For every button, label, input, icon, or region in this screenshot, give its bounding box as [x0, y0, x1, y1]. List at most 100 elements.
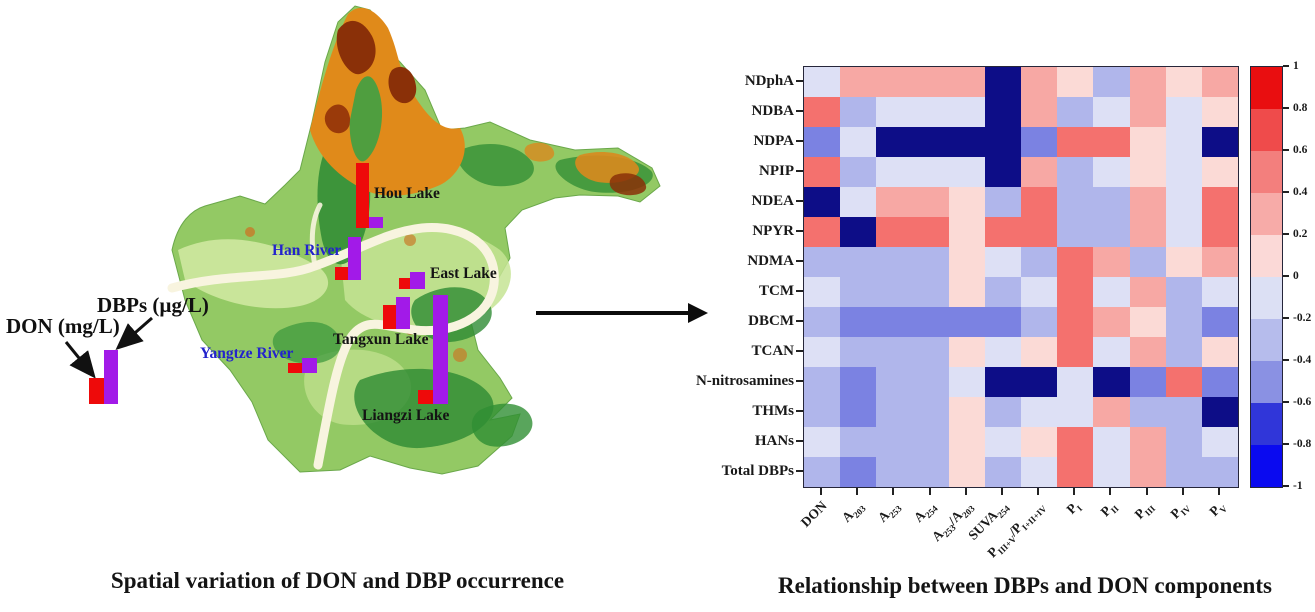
heatmap-cell: [876, 127, 913, 157]
heatmap-cell: [984, 217, 1021, 247]
heatmap-cell: [1057, 97, 1094, 127]
heatmap-cell: [1057, 397, 1094, 427]
heatmap-cell: [840, 157, 877, 187]
colorbar-segment: [1251, 109, 1282, 151]
heatmap-cell: [1201, 427, 1238, 457]
axis-tick: [796, 260, 803, 262]
don-bar: [383, 305, 396, 329]
dbp-bar: [369, 217, 383, 228]
colorbar-tick: [1283, 275, 1289, 277]
legend-don-bar: [89, 378, 104, 404]
heatmap-cell: [804, 157, 841, 187]
heatmap-cell: [840, 127, 877, 157]
colorbar-tick-label: -0.6: [1293, 396, 1312, 408]
heatmap-cell: [876, 427, 913, 457]
heatmap-column-label: PIII: [1131, 503, 1158, 522]
heatmap-cell: [1165, 217, 1202, 247]
heatmap-cell: [1021, 157, 1058, 187]
heatmap-cell: [1129, 307, 1166, 337]
heatmap-cell: [1129, 67, 1166, 97]
caption-map: Spatial variation of DON and DBP occurre…: [110, 568, 565, 593]
heatmap-cell: [840, 247, 877, 277]
heatmap-cell: [948, 127, 985, 157]
heatmap-cell: [1129, 97, 1166, 127]
heatmap-cell: [912, 127, 949, 157]
axis-tick: [820, 488, 823, 495]
heatmap-cell: [1129, 337, 1166, 367]
heatmap-cell: [1129, 157, 1166, 187]
colorbar-segment: [1251, 67, 1282, 109]
heatmap-cell: [984, 277, 1021, 307]
heatmap-cell: [1057, 367, 1094, 397]
heatmap-row-label: N-nitrosamines: [695, 373, 794, 389]
heatmap-column-label: PI: [1063, 500, 1085, 517]
heatmap-cell: [1057, 277, 1094, 307]
heatmap-cell: [984, 97, 1021, 127]
colorbar-tick: [1283, 65, 1289, 67]
heatmap-row-label: NDEA: [751, 193, 794, 209]
heatmap-cell: [948, 97, 985, 127]
heatmap-cell: [948, 307, 985, 337]
heatmap-cell: [1201, 67, 1238, 97]
legend-don-label: DON (mg/L): [6, 314, 120, 338]
heatmap-cell: [1093, 277, 1130, 307]
heatmap-cell: [1165, 277, 1202, 307]
heatmap-cell: [1129, 367, 1166, 397]
heatmap-cell: [804, 67, 841, 97]
heatmap-cell: [1165, 97, 1202, 127]
heatmap-cell: [1093, 337, 1130, 367]
heatmap-cell: [1093, 217, 1130, 247]
heatmap-cell: [1021, 97, 1058, 127]
heatmap-cell: [1129, 397, 1166, 427]
heatmap-cell: [1057, 127, 1094, 157]
heatmap-cell: [876, 367, 913, 397]
heatmap-cell: [840, 337, 877, 367]
colorbar-segment: [1251, 319, 1282, 361]
heatmap-cell: [876, 277, 913, 307]
axis-tick: [964, 488, 967, 495]
legend-arrows: [64, 316, 153, 379]
heatmap-cell: [840, 427, 877, 457]
axis-tick: [796, 110, 803, 112]
dbp-bar: [302, 358, 317, 373]
heatmap-cell: [804, 457, 841, 487]
heatmap-cell: [984, 247, 1021, 277]
heatmap-cell: [1021, 337, 1058, 367]
heatmap-cell: [912, 157, 949, 187]
heatmap-row-label: NDBA: [751, 103, 794, 119]
heatmap-cell: [804, 127, 841, 157]
axis-tick: [796, 200, 803, 202]
heatmap-cell: [1093, 307, 1130, 337]
colorbar-segment: [1251, 361, 1282, 403]
colorbar-tick: [1283, 443, 1289, 445]
heatmap-cell: [876, 337, 913, 367]
heatmap-cell: [1021, 307, 1058, 337]
axis-tick: [1145, 488, 1148, 495]
heatmap-cell: [1057, 337, 1094, 367]
heatmap-cell: [1021, 397, 1058, 427]
heatmap-cell: [1201, 187, 1238, 217]
heatmap-cell: [1093, 367, 1130, 397]
heatmap-cell: [984, 157, 1021, 187]
heatmap-row-label: NDMA: [747, 253, 794, 269]
heatmap-cell: [840, 217, 877, 247]
heatmap-column-label: PV: [1206, 502, 1230, 520]
heatmap-cell: [804, 427, 841, 457]
heatmap-cell: [1165, 247, 1202, 277]
site-label: Yangtze River: [200, 345, 294, 362]
heatmap-cell: [1021, 67, 1058, 97]
heatmap-cell: [1165, 67, 1202, 97]
heatmap-cell: [1201, 157, 1238, 187]
colorbar-tick-label: 0.8: [1293, 102, 1308, 114]
heatmap-cell: [876, 187, 913, 217]
axis-tick: [796, 380, 803, 382]
heatmap-cell: [804, 307, 841, 337]
heatmap-cell: [1165, 367, 1202, 397]
axis-tick: [796, 140, 803, 142]
axis-tick: [1217, 488, 1220, 495]
colorbar-segment: [1251, 235, 1282, 277]
heatmap-cell: [840, 97, 877, 127]
heatmap-row-label: Total DBPs: [721, 463, 794, 479]
heatmap-cell: [1093, 427, 1130, 457]
heatmap-cell: [1201, 277, 1238, 307]
